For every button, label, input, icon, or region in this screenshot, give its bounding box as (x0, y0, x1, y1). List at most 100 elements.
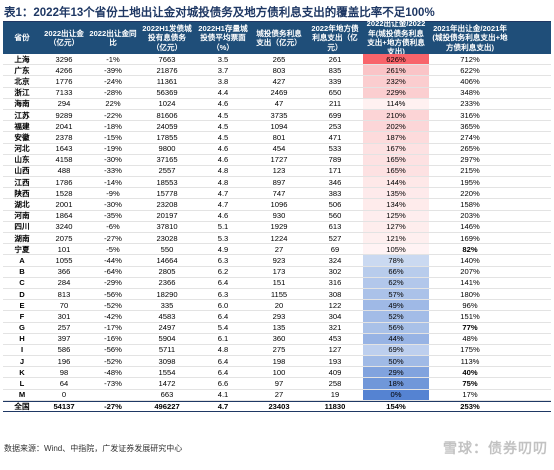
cell: 835 (328, 65, 342, 75)
cell: 81606 (156, 110, 178, 120)
cell: 6.3 (217, 289, 229, 299)
cell: 4.7 (217, 200, 229, 210)
header-cell-2: 2022出让金同比 (89, 28, 137, 47)
cell: 4.6 (217, 155, 229, 165)
cell: 4583 (158, 311, 176, 321)
cell: 274% (460, 132, 480, 142)
cell: K (19, 367, 25, 377)
cell: 四川 (14, 222, 30, 232)
cell: -27% (104, 233, 122, 243)
cell: 113% (460, 356, 480, 366)
cell: 1094 (270, 121, 288, 131)
cell: 135% (363, 188, 429, 199)
cell: 220% (460, 188, 480, 198)
cell: 196 (57, 356, 71, 366)
cell: -9% (106, 188, 120, 198)
cell: 1224 (270, 233, 288, 243)
cell: 198 (272, 356, 286, 366)
cell: 308 (328, 289, 342, 299)
cell: 82% (462, 244, 478, 254)
cell: 27 (274, 244, 284, 254)
table-row: H 397 -16% 5904 6.1 360 453 44% 48% (3, 333, 551, 345)
cell: 366 (57, 267, 71, 277)
cell: 1929 (270, 222, 288, 232)
cell: 1727 (270, 155, 288, 165)
cell: 4.8 (217, 177, 229, 187)
cell: I (20, 345, 24, 355)
cell: 215% (460, 166, 480, 176)
cell: 陕西 (14, 188, 30, 198)
cell: 江西 (14, 177, 30, 187)
cell: 6.4 (217, 356, 229, 366)
cell: 湖北 (14, 200, 30, 210)
cell: H (19, 334, 25, 344)
cell: -39% (104, 65, 122, 75)
cell: 20197 (156, 211, 178, 221)
table-row: 安徽 2378 -15% 17855 4.5 801 471 187% 274% (3, 132, 551, 144)
cell: 261 (328, 54, 342, 64)
cell: 2557 (158, 166, 176, 176)
cell: 4.5 (217, 132, 229, 142)
cell: 622% (460, 65, 480, 75)
table-row: E 70 -52% 335 6.0 20 122 49% 96% (3, 300, 551, 312)
cell: A (19, 255, 25, 265)
header-cell-5: 城投债务利息支出（亿元） (256, 28, 302, 47)
cell: -35% (104, 211, 122, 221)
cell: 2378 (55, 132, 73, 142)
table-header-row: 省份 2022出让金（亿元） 2022出让金同比 2022H1发债城投有息债务（亿元）… (3, 19, 551, 57)
cell: 813 (57, 289, 71, 299)
cell: 316% (460, 110, 480, 120)
cell: -33% (104, 166, 122, 176)
cell: 187% (363, 132, 429, 143)
cell: 64 (59, 379, 69, 389)
table-row: 河北 1643 -19% 9800 4.6 454 533 167% 265% (3, 143, 551, 155)
cell: 1554 (158, 367, 176, 377)
header-cell-6: 2022年地方债利息支出（亿元） (311, 23, 359, 52)
header-cell-7: 2022出让金/2022年(城投债务利息支出+地方债利息支出) (366, 19, 426, 57)
table-row: 陕西 1528 -9% 15778 4.7 747 383 135% 220% (3, 188, 551, 200)
cell: -52% (104, 300, 122, 310)
cell: -29% (104, 278, 122, 288)
cell: 169% (460, 233, 480, 243)
cell: 11830 (324, 401, 346, 411)
table-row: 江苏 9289 -22% 81606 4.5 3735 699 210% 316% (3, 109, 551, 122)
cell: 4.5 (217, 121, 229, 131)
cell: 9289 (55, 110, 73, 120)
cell: 663 (160, 390, 174, 400)
cell: 3296 (55, 54, 73, 64)
cell: 河南 (14, 211, 30, 221)
cell: 4.6 (217, 211, 229, 221)
cell: 52% (363, 311, 429, 322)
header-cell-3: 2022H1发债城投有息债务（亿元） (142, 23, 192, 52)
cell: 533 (328, 144, 342, 154)
cell: 6.0 (217, 300, 229, 310)
cell: 37810 (156, 222, 178, 232)
cell: 44% (363, 333, 429, 344)
table-row: J 196 -52% 3098 6.4 198 193 50% 113% (3, 356, 551, 368)
cell: 河北 (14, 144, 30, 154)
cell: 66% (363, 266, 429, 277)
cell: 山西 (14, 166, 30, 176)
cell: 114% (363, 98, 429, 109)
cell: 77% (462, 323, 478, 333)
cell: 23208 (156, 200, 178, 210)
cell: 4.6 (217, 144, 229, 154)
cell: 180% (460, 289, 480, 299)
cell: 195% (460, 177, 480, 187)
cell: 175% (460, 345, 480, 355)
cell: 454 (272, 144, 286, 154)
cell: 0 (61, 390, 67, 400)
cell: 62% (363, 277, 429, 288)
cell: 301 (57, 311, 71, 321)
cell: C (19, 278, 25, 288)
cell: 699 (328, 110, 342, 120)
cell: F (19, 311, 25, 321)
cell: 747 (272, 188, 286, 198)
cell: 宁夏 (14, 244, 30, 254)
cell: -5% (106, 244, 120, 254)
cell: 297% (460, 155, 480, 165)
cell: -6% (106, 222, 120, 232)
cell: 0% (363, 389, 429, 400)
cell: 3098 (158, 356, 176, 366)
table-row: 山西 488 -33% 2557 4.8 123 171 165% 215% (3, 165, 551, 178)
